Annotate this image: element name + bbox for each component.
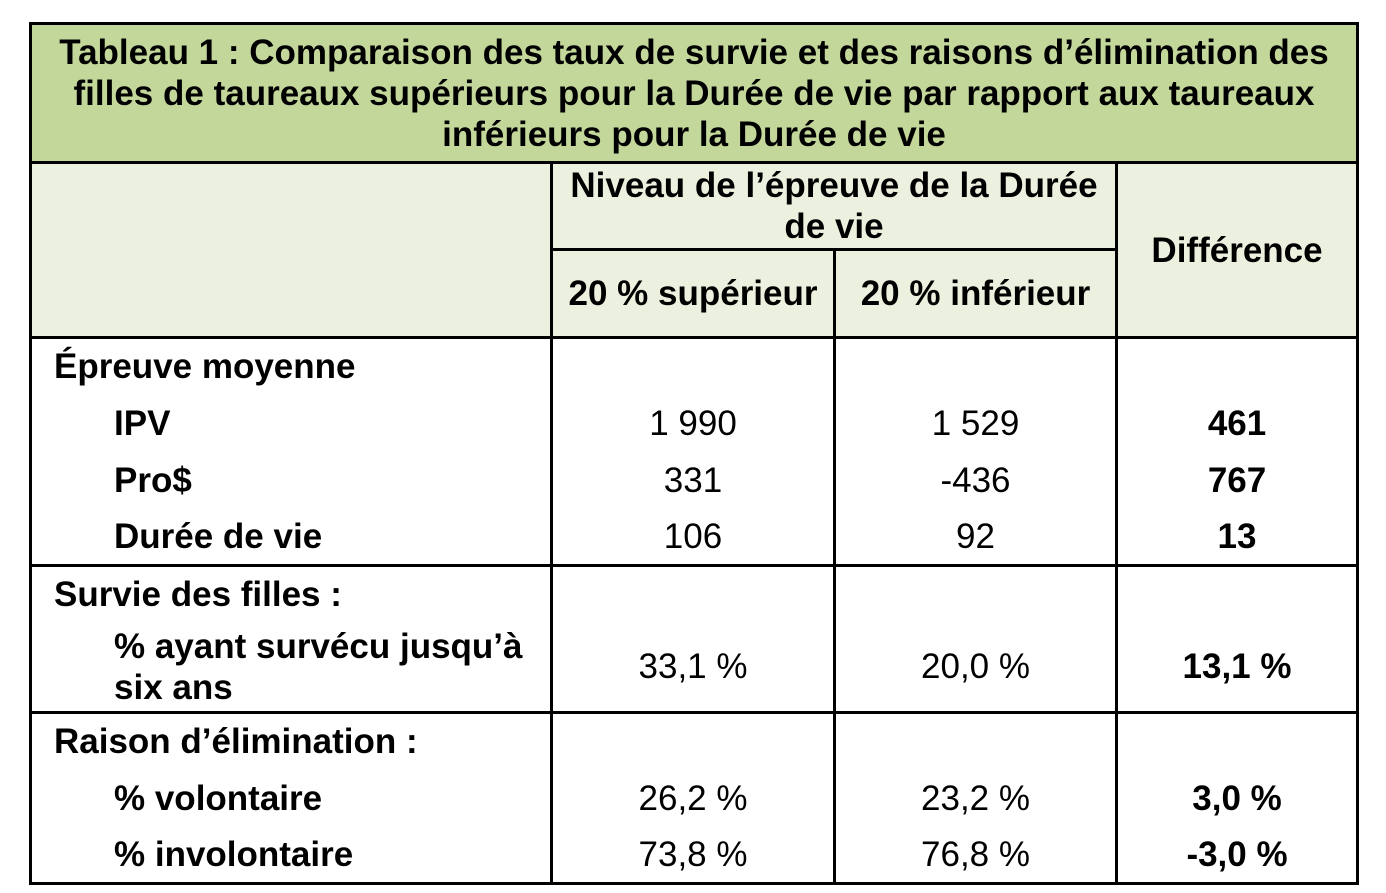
row-label: Durée de vie (29, 508, 553, 567)
comparison-table-container: Tableau 1 : Comparaison des taux de surv… (28, 22, 1360, 885)
header-group: Niveau de l’épreuve de la Durée de vie (550, 161, 1118, 251)
row-label: Pro$ (29, 451, 553, 509)
table-title: Tableau 1 : Comparaison des taux de surv… (28, 22, 1360, 164)
cell-bottom: 23,2 % (833, 769, 1118, 827)
section-heading: Survie des filles : (29, 565, 553, 623)
header-empty-cell (29, 161, 553, 339)
section-heading-row: Survie des filles : (29, 565, 1360, 623)
cell-bottom: 76,8 % (833, 826, 1118, 885)
cell-diff: 767 (1114, 451, 1360, 509)
table-row: IPV 1 990 1 529 461 (29, 394, 1360, 452)
cell-bottom: 20,0 % (833, 622, 1118, 714)
section-heading-row: Raison d’élimination : (29, 712, 1360, 770)
cell-diff: 3,0 % (1114, 769, 1360, 827)
table-row: Durée de vie 106 92 13 (29, 508, 1360, 567)
cell-diff: 13 (1114, 508, 1360, 567)
table-row: % ayant survécu jusqu’à six ans 33,1 % 2… (29, 622, 1360, 714)
row-label: % involontaire (29, 826, 553, 885)
cell-top: 26,2 % (550, 769, 836, 827)
cell-top: 106 (550, 508, 836, 567)
row-label: % ayant survécu jusqu’à six ans (29, 622, 553, 714)
section-heading-row: Épreuve moyenne (29, 337, 1360, 395)
section-heading: Raison d’élimination : (29, 712, 553, 770)
cell-bottom: 1 529 (833, 394, 1118, 452)
table-row: Pro$ 331 -436 767 (29, 451, 1360, 509)
cell-top: 331 (550, 451, 836, 509)
section-heading: Épreuve moyenne (29, 337, 553, 395)
header-difference: Différence (1114, 161, 1360, 339)
cell-diff: 13,1 % (1114, 622, 1360, 714)
header-top-20: 20 % supérieur (550, 248, 836, 339)
cell-top: 1 990 (550, 394, 836, 452)
row-label: % volontaire (29, 769, 553, 827)
cell-bottom: 92 (833, 508, 1118, 567)
table-row: % volontaire 26,2 % 23,2 % 3,0 % (29, 769, 1360, 827)
cell-diff: -3,0 % (1114, 826, 1360, 885)
table-row: % involontaire 73,8 % 76,8 % -3,0 % (29, 826, 1360, 885)
cell-diff: 461 (1114, 394, 1360, 452)
cell-bottom: -436 (833, 451, 1118, 509)
row-label: IPV (29, 394, 553, 452)
cell-top: 73,8 % (550, 826, 836, 885)
cell-top: 33,1 % (550, 622, 836, 714)
header-bottom-20: 20 % inférieur (833, 248, 1118, 339)
comparison-table: Tableau 1 : Comparaison des taux de surv… (28, 22, 1360, 885)
